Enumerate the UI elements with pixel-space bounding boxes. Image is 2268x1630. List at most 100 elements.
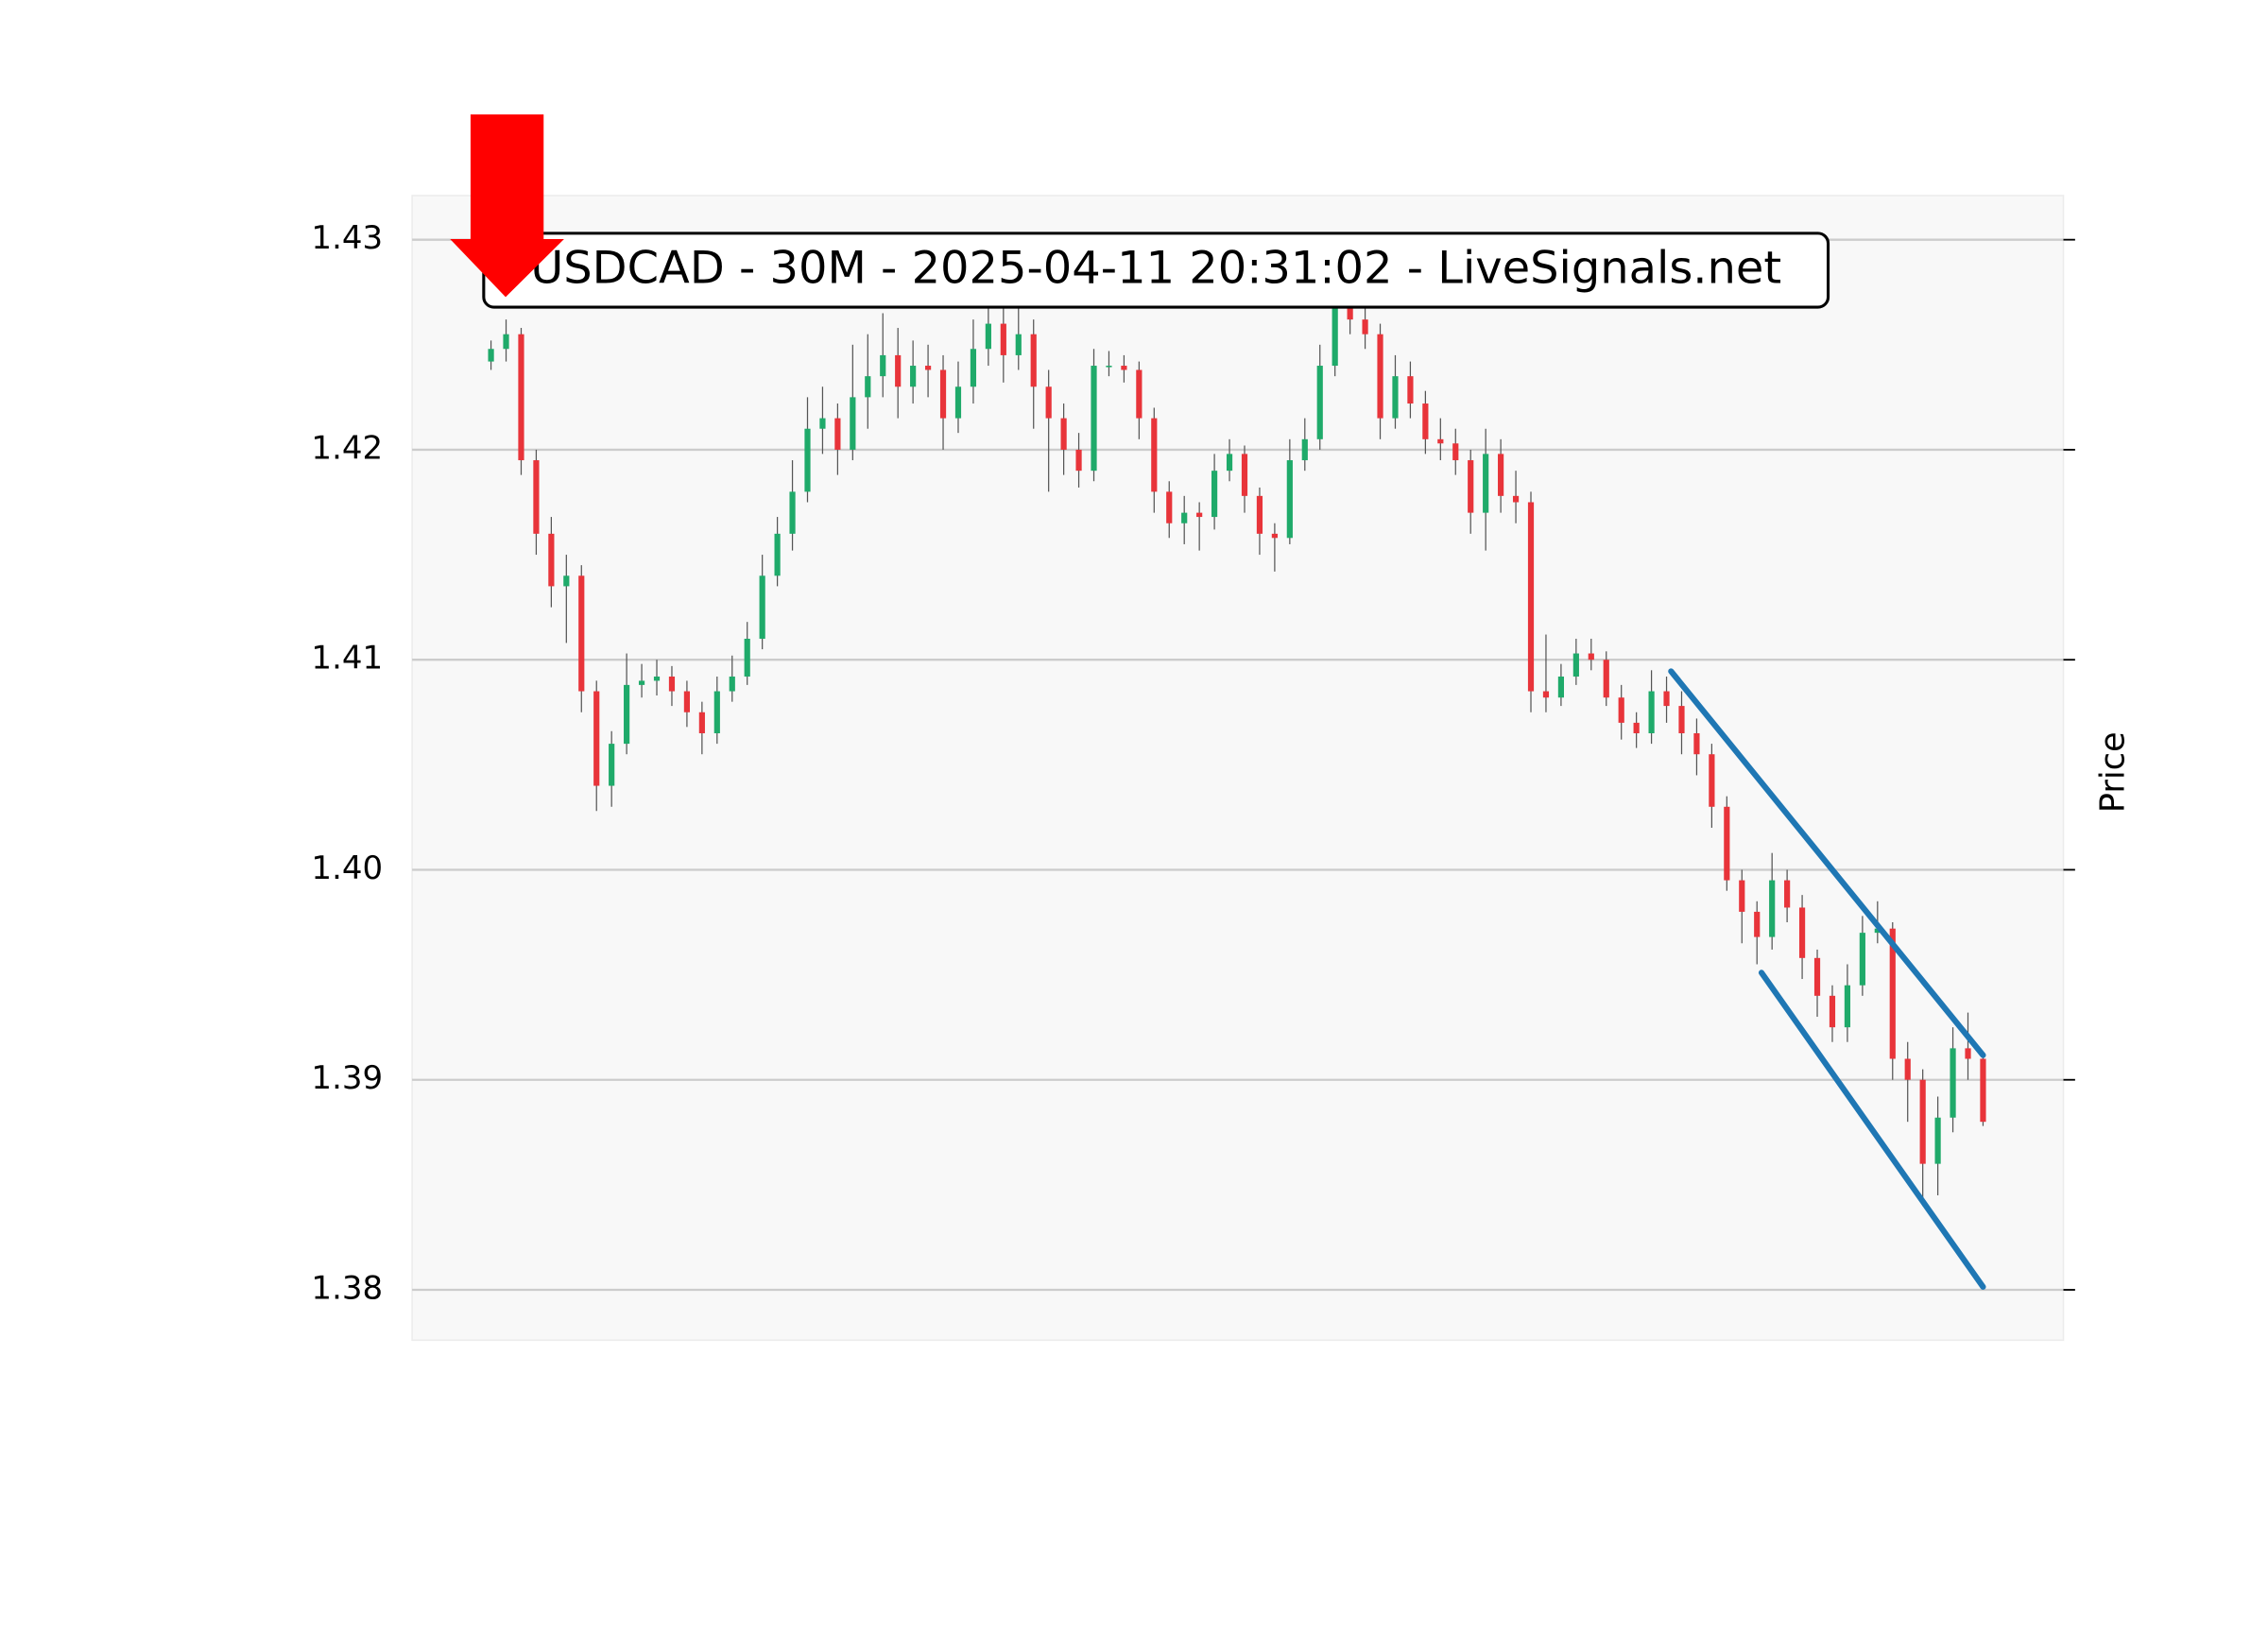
candle-body (924, 366, 932, 370)
candle-body (789, 491, 796, 534)
candle-body (1392, 376, 1399, 419)
candle-body (1829, 995, 1836, 1028)
candle-body (1015, 334, 1022, 355)
candle-body (1377, 334, 1383, 419)
y-tick-label: 1.38 (311, 1270, 383, 1307)
candle-body (1648, 691, 1655, 733)
candle-body (1542, 691, 1550, 698)
y-axis-label: Price (2094, 731, 2133, 813)
candle-body (1618, 697, 1624, 723)
candle-body (1226, 454, 1233, 472)
candle-body (1075, 449, 1082, 472)
candle-body (1121, 366, 1127, 370)
candle-body (1286, 460, 1293, 539)
candle-body (1557, 676, 1564, 698)
candle-body (563, 575, 570, 587)
candle-body (1362, 319, 1368, 335)
candle-body (1136, 369, 1143, 419)
candle-body (1603, 660, 1609, 698)
candle-body (1181, 512, 1188, 523)
candle-body (1859, 933, 1865, 986)
candle-body (1483, 454, 1489, 513)
candle-body (1904, 1058, 1911, 1080)
candle-body (1211, 471, 1218, 518)
candle-body (1301, 438, 1308, 461)
candle-body (1060, 418, 1067, 450)
candle-body (503, 334, 509, 350)
candle-body (1769, 880, 1776, 937)
candle-body (1151, 418, 1158, 492)
candle-body (624, 684, 630, 745)
candle-body (1527, 502, 1535, 692)
trendlines (1668, 668, 1986, 1290)
candle-body (729, 676, 735, 692)
candle-body (1678, 706, 1685, 733)
candle-body (1663, 691, 1670, 707)
y-tick-label: 1.40 (311, 849, 383, 886)
candle-body (1950, 1048, 1956, 1118)
chart-title: USDCAD - 30M - 2025-04-11 20:31:02 - Liv… (530, 243, 1781, 295)
candle-body (1693, 732, 1700, 755)
candle-body (1980, 1058, 1986, 1123)
candle-body (1724, 806, 1730, 881)
candle-body (1588, 653, 1594, 661)
candle-body (1166, 491, 1173, 523)
candle-body (1844, 985, 1851, 1028)
candle-body (744, 638, 750, 677)
candle-body (1106, 366, 1112, 368)
candle-body (1934, 1117, 1941, 1164)
candle-body (834, 418, 841, 450)
y-tick-label: 1.39 (311, 1059, 383, 1096)
candle-body (1965, 1048, 1971, 1059)
candle-body (518, 334, 524, 461)
candle-body (954, 386, 962, 419)
candle-body (1754, 911, 1761, 937)
candle-body (895, 354, 902, 387)
plot-area (411, 195, 2065, 1342)
candle-body (1709, 754, 1715, 807)
candle-body (1874, 928, 1881, 934)
candle-body (653, 676, 661, 681)
candle-body (774, 533, 781, 576)
candle-body (1784, 880, 1791, 908)
candle-body (970, 349, 977, 387)
candle-body (1512, 495, 1520, 503)
candle-body (698, 712, 705, 733)
candle-body (1000, 323, 1006, 355)
candle-body (1256, 495, 1263, 534)
candle-body (1271, 533, 1278, 539)
candle-body (880, 354, 886, 377)
candle-body (668, 676, 676, 692)
candle-body (1889, 928, 1896, 1059)
sell-arrow (450, 114, 564, 298)
candle-body (1030, 334, 1037, 387)
candle-body (865, 376, 871, 398)
trendline (1758, 969, 1986, 1290)
candle-body (939, 369, 947, 419)
candle-body (985, 323, 991, 350)
candle-body (1919, 1079, 1926, 1164)
candle-body (713, 691, 720, 733)
candle-body (1572, 653, 1579, 677)
candle-body (1452, 443, 1459, 461)
candle-body (1045, 386, 1052, 419)
candles (488, 292, 1986, 1207)
candle-body (1196, 512, 1203, 518)
candle-body (1347, 306, 1353, 320)
candle-body (759, 575, 765, 639)
candle-body (1241, 454, 1248, 496)
candle-body (1407, 376, 1414, 404)
candle-body (804, 428, 811, 492)
candle-body (819, 418, 826, 429)
candle-body (1813, 957, 1821, 996)
candle-body (638, 680, 645, 685)
candle-body (850, 397, 856, 450)
candle-body (1498, 454, 1504, 496)
arrow-shaft (470, 114, 544, 241)
candle-body (1437, 438, 1444, 444)
candle-body (578, 575, 585, 692)
trendline (1668, 668, 1986, 1058)
candle-body (910, 366, 917, 387)
candle-body (533, 460, 540, 534)
